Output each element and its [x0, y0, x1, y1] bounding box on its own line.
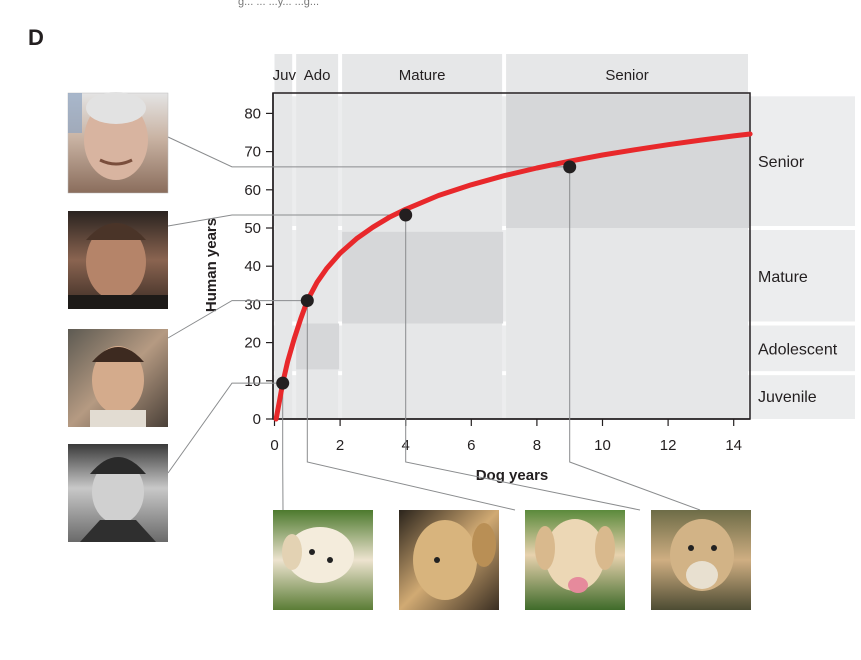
connector-dog-2	[405, 215, 641, 511]
dog-stage-label-mature: Mature	[399, 67, 446, 84]
y-tick-label-20: 20	[244, 335, 261, 352]
data-point-0	[276, 376, 290, 390]
dog-stage-label-ado: Ado	[304, 67, 331, 84]
dog-photo-mature	[525, 510, 625, 610]
y-tick-label-0: 0	[253, 411, 261, 428]
x-tick-label-0: 0	[270, 437, 278, 454]
y-tick-label-30: 30	[244, 296, 261, 313]
y-tick-label-50: 50	[244, 220, 261, 237]
human-stage-label-mature: Mature	[758, 269, 808, 286]
dog-photo-senior	[651, 510, 751, 610]
x-tick-label-2: 2	[336, 437, 344, 454]
x-tick-label-12: 12	[660, 437, 677, 454]
human-photo-mature	[68, 211, 168, 309]
y-tick-label-10: 10	[244, 373, 261, 390]
connector-human-3	[167, 136, 570, 168]
overlap-box-0	[296, 323, 340, 370]
highlighted-points	[276, 160, 577, 390]
human-stage-label-juvenile: Juvenile	[758, 389, 817, 406]
human-stage-band-0	[273, 375, 855, 419]
conversion-curve	[273, 131, 753, 422]
panel-letter: D	[28, 25, 44, 50]
dog-photo-juvenile	[273, 510, 373, 610]
connector-dog-3	[569, 166, 701, 511]
overlap-box-2	[506, 94, 749, 228]
x-tick-label-10: 10	[594, 437, 611, 454]
connector-human-1	[167, 300, 308, 339]
connector-human-0	[167, 382, 283, 474]
x-tick-label-6: 6	[467, 437, 475, 454]
caption-fragment: g... ... ...y... ...g...	[238, 0, 319, 8]
y-axis-title: Human years	[203, 218, 220, 312]
stage-bands	[273, 54, 855, 419]
y-tick-label-40: 40	[244, 258, 261, 275]
photo-connector-lines	[167, 136, 701, 511]
y-axis: 0 10 20 30 40 50 60 70 80	[244, 93, 274, 428]
y-tick-label-60: 60	[244, 182, 261, 199]
human-stage-band-1	[273, 325, 855, 372]
human-photo-juvenile	[68, 444, 168, 542]
dog-stage-label-senior: Senior	[605, 67, 648, 84]
dog-stage-label-juv: Juv	[273, 67, 297, 84]
overlap-box-1	[342, 231, 504, 324]
data-point-1	[300, 294, 314, 308]
connector-dog-1	[306, 300, 516, 511]
x-axis: 0 2 4 6 8 10 12 14	[270, 418, 750, 454]
y-tick-label-80: 80	[244, 105, 261, 122]
x-tick-label-8: 8	[533, 437, 541, 454]
x-tick-label-14: 14	[725, 437, 742, 454]
x-axis-title: Dog years	[476, 467, 549, 484]
human-photo-adolescent	[68, 329, 168, 427]
y-tick-label-70: 70	[244, 144, 261, 161]
connector-human-2	[167, 214, 406, 227]
data-point-3	[563, 160, 577, 174]
data-point-2	[399, 208, 413, 222]
dog-photo-adolescent	[399, 510, 499, 610]
human-photo-senior	[67, 92, 169, 194]
human-stage-label-adolescent: Adolescent	[758, 341, 838, 358]
human-stage-label-senior: Senior	[758, 154, 805, 171]
